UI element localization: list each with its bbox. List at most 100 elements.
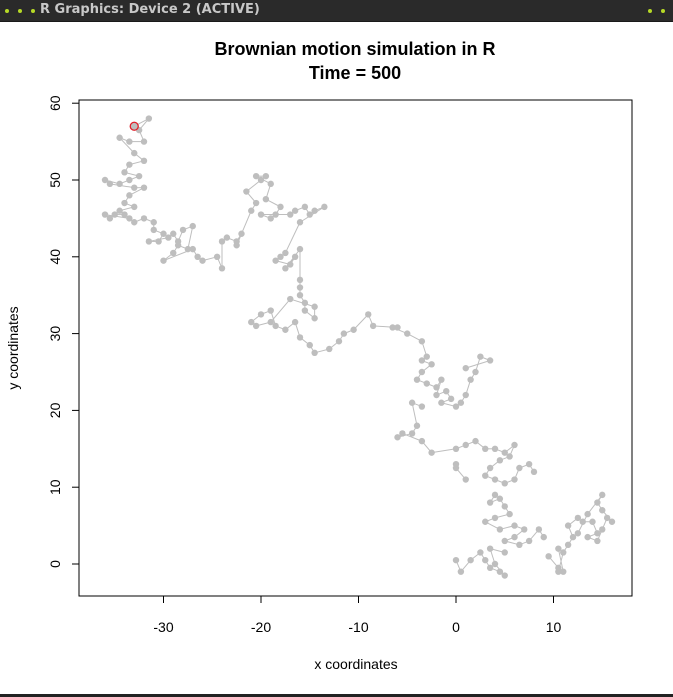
data-point	[423, 380, 430, 387]
data-point	[218, 265, 226, 272]
trajectory-points	[101, 115, 616, 579]
data-point	[516, 541, 523, 548]
data-point	[101, 176, 109, 184]
y-tick-label: 10	[47, 479, 63, 495]
window-titlebar[interactable]: R Graphics: Device 2 (ACTIVE)	[0, 0, 673, 22]
data-point	[106, 180, 114, 188]
data-point	[564, 522, 572, 529]
data-point	[121, 169, 128, 176]
data-point	[252, 199, 260, 207]
data-point	[496, 568, 504, 575]
data-point	[218, 238, 226, 245]
data-point	[277, 203, 284, 211]
data-point	[506, 510, 513, 518]
data-point	[106, 215, 114, 222]
data-point	[248, 318, 255, 326]
y-tick-label: 40	[47, 249, 63, 265]
data-point	[428, 449, 435, 456]
data-point	[467, 376, 474, 383]
window-shade-dot-icon[interactable]	[18, 9, 22, 13]
y-tick-label: 0	[47, 560, 63, 568]
data-point	[525, 537, 533, 545]
data-point	[291, 253, 299, 260]
data-point	[131, 203, 138, 211]
data-point	[282, 265, 289, 272]
data-point	[296, 334, 304, 341]
data-point	[452, 445, 460, 452]
data-point	[589, 518, 596, 525]
data-point	[306, 211, 313, 218]
window-menu-dot-icon[interactable]	[5, 9, 9, 13]
data-point	[199, 257, 206, 264]
data-point	[252, 322, 260, 330]
data-point	[418, 357, 426, 364]
data-point	[296, 276, 304, 284]
data-point	[564, 541, 572, 548]
data-point	[116, 180, 123, 188]
data-point	[296, 219, 304, 226]
data-point	[462, 391, 469, 399]
data-point	[482, 518, 489, 525]
window-minimize-dot-icon[interactable]	[648, 9, 652, 13]
data-point	[394, 434, 401, 441]
data-point	[501, 503, 508, 510]
data-point	[296, 292, 304, 299]
data-point	[491, 476, 499, 483]
data-point	[501, 572, 508, 579]
data-point	[408, 430, 416, 437]
data-point	[277, 253, 284, 260]
data-point	[457, 399, 465, 406]
data-point	[555, 545, 562, 552]
data-point	[189, 222, 196, 230]
data-point	[491, 560, 499, 568]
y-axis-title: y coordinates	[5, 306, 21, 389]
data-point	[126, 215, 133, 222]
data-point	[418, 338, 426, 345]
data-point	[160, 230, 167, 237]
window-stick-dot-icon[interactable]	[31, 9, 35, 13]
data-point	[267, 180, 274, 188]
window-close-dot-icon[interactable]	[661, 9, 665, 13]
x-tick-label: 0	[452, 619, 460, 635]
data-point	[350, 326, 357, 333]
data-point	[399, 430, 406, 437]
data-point	[472, 437, 479, 445]
data-point	[540, 533, 547, 541]
x-axis-title: x coordinates	[314, 656, 397, 672]
data-point	[252, 172, 260, 180]
data-point	[267, 307, 274, 314]
data-point	[447, 395, 455, 403]
data-point	[486, 357, 494, 364]
data-point	[365, 311, 372, 318]
data-point	[335, 338, 343, 345]
data-point	[267, 318, 274, 326]
data-point	[140, 215, 148, 222]
data-point	[340, 330, 348, 337]
data-point	[511, 476, 518, 483]
data-point	[126, 161, 133, 168]
data-point	[291, 207, 299, 214]
data-point	[462, 441, 469, 449]
data-point	[121, 211, 128, 218]
data-point	[257, 211, 265, 218]
data-point	[574, 514, 582, 522]
data-point	[301, 307, 309, 314]
data-point	[530, 468, 538, 476]
data-point	[438, 399, 445, 406]
data-point	[301, 203, 309, 211]
x-tick-label: -20	[251, 619, 271, 635]
data-point	[135, 172, 143, 180]
data-point	[482, 445, 489, 452]
data-point	[160, 257, 167, 264]
data-point	[443, 388, 450, 395]
data-point	[452, 556, 460, 564]
data-point	[433, 391, 440, 399]
data-point	[291, 318, 299, 326]
data-point	[165, 234, 172, 241]
data-point	[140, 138, 148, 145]
data-point	[506, 453, 513, 460]
x-tick-label: 10	[546, 619, 562, 635]
data-point	[150, 226, 157, 234]
data-point	[423, 353, 430, 360]
data-point	[608, 518, 616, 525]
